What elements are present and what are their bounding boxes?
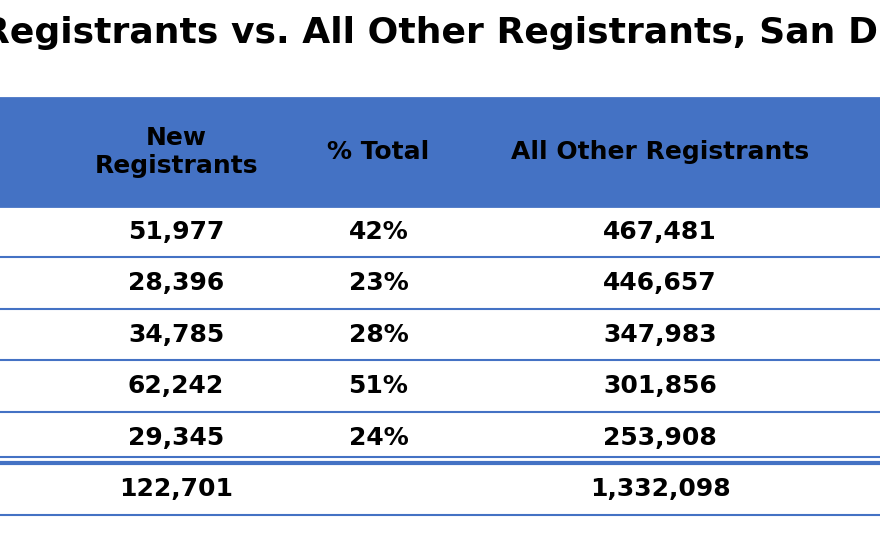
Text: 1,332,098: 1,332,098 [590,477,730,501]
Text: 347,983: 347,983 [603,322,717,347]
Text: 253,908: 253,908 [603,425,717,450]
Text: All Other Registrants: All Other Registrants [511,140,809,164]
Text: 42%: 42% [348,220,408,244]
Bar [0,360,880,412]
Bar [0,257,880,309]
Bar [0,463,880,515]
Text: 29,345: 29,345 [128,425,224,450]
Text: 122,701: 122,701 [119,477,233,501]
Text: 446,657: 446,657 [603,271,717,295]
Bar [0,412,880,463]
Text: 62,242: 62,242 [128,374,224,398]
Text: 28%: 28% [348,322,408,347]
Text: 34,785: 34,785 [128,322,224,347]
Bar [0,206,880,257]
Bar [0,309,880,360]
Text: 28,396: 28,396 [128,271,224,295]
Bar [0,98,880,206]
Text: % Total: % Total [327,140,429,164]
Text: 51,977: 51,977 [128,220,224,244]
Text: 24%: 24% [348,425,408,450]
Text: New
Registrants: New Registrants [94,126,258,178]
Text: 301,856: 301,856 [603,374,717,398]
Text: New Voter Registrants vs. All Other Registrants, San Diego County: New Voter Registrants vs. All Other Regi… [0,16,880,50]
Text: 467,481: 467,481 [603,220,717,244]
Text: 23%: 23% [348,271,408,295]
Text: 51%: 51% [348,374,408,398]
